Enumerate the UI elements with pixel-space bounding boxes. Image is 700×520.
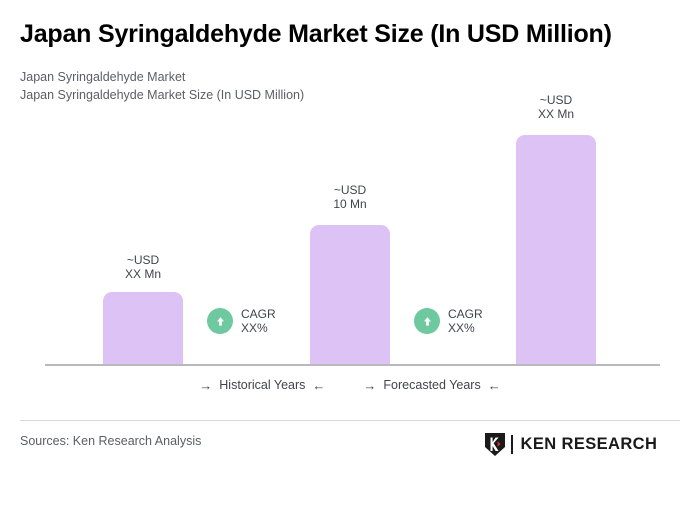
cagr-historical-label: CAGR XX% [241,307,276,335]
subtitle-block: Japan Syringaldehyde Market Japan Syring… [20,68,304,104]
x-axis-line [45,364,660,366]
logo-divider [511,435,513,454]
footer-divider [20,420,680,421]
arrow-up-icon [207,308,233,334]
legend-item-historical: → Historical Years ← [199,378,325,392]
subtitle-line-1: Japan Syringaldehyde Market [20,70,186,84]
bar-value-label-3: ~USD XX Mn [537,93,574,121]
cagr-historical[interactable]: CAGR XX% [207,307,276,335]
legend-label-historical: Historical Years [219,378,306,392]
arrow-left-icon: ← [312,377,326,393]
bar-value-label-2: ~USD 10 Mn [333,183,367,211]
period-legend: → Historical Years ← → Forecasted Years … [0,378,700,392]
arrow-right-icon: → [199,377,213,393]
bar-base-year[interactable] [310,225,390,364]
shield-logo-icon [485,433,505,456]
arrow-up-icon [414,308,440,334]
cagr-forecast-label: CAGR XX% [448,307,483,335]
cagr-forecast[interactable]: CAGR XX% [414,307,483,335]
logo-wordmark: KEN RESEARCH [520,435,658,454]
legend-item-forecasted: → Forecasted Years ← [363,378,500,392]
subtitle-line-2: Japan Syringaldehyde Market Size (In USD… [20,88,305,102]
bar-value-label-1: ~USD XX Mn [124,253,161,281]
arrow-left-icon: ← [487,377,501,393]
bar-forecast[interactable] [516,135,596,364]
plot-area: ~USD XX Mn CAGR XX% ~USD 10 Mn CAGR XX% [45,93,660,366]
legend-label-forecasted: Forecasted Years [383,378,481,392]
ken-research-logo: KEN RESEARCH [484,432,657,457]
arrow-right-icon: → [363,377,377,393]
sources-text: Sources: Ken Research Analysis [20,434,202,448]
page-title: Japan Syringaldehyde Market Size (In USD… [20,20,612,48]
bar-historical[interactable] [103,292,183,364]
